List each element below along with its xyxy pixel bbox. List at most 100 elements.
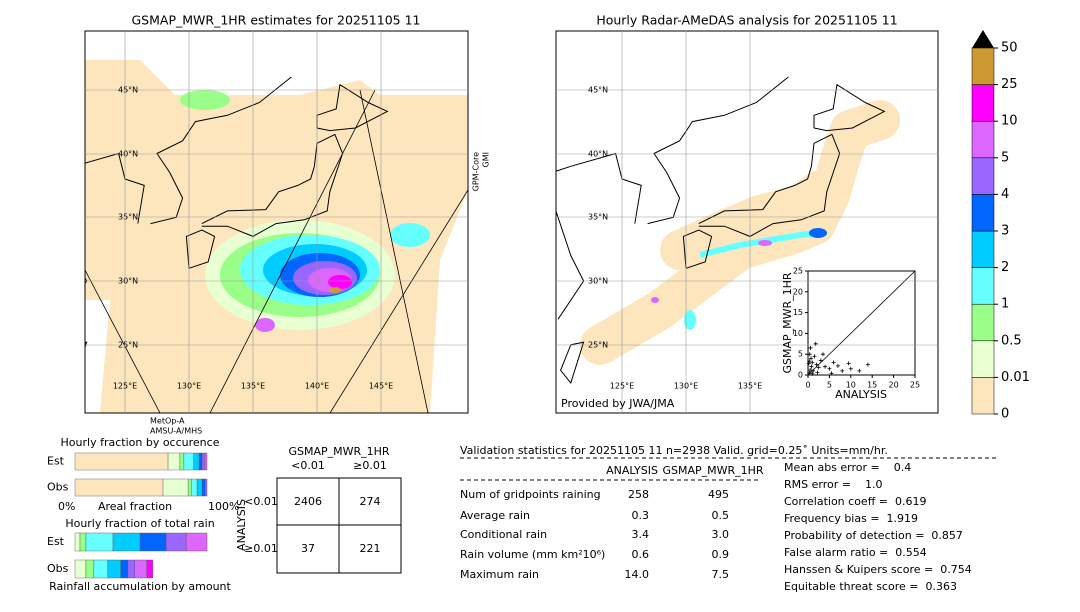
stats-header: Validation statistics for 20251105 11 n=…	[460, 444, 888, 457]
fraction-segment	[74, 478, 164, 497]
fraction-segment	[201, 452, 206, 471]
fraction-segment	[162, 478, 189, 497]
lat-label: 30°N	[118, 277, 138, 286]
x-tick-label: 25	[910, 381, 920, 390]
sensor-label: GMI	[482, 152, 491, 167]
panel-title: Hourly fraction of total rain	[65, 517, 214, 530]
scatter-point	[816, 365, 821, 370]
scatter-point	[806, 361, 811, 366]
fraction-segment	[183, 452, 194, 471]
right-map-frame	[555, 30, 939, 414]
colorbar-label: 3	[1001, 224, 1009, 239]
one-to-one-line	[807, 270, 916, 376]
x-tick-label: 15	[867, 381, 877, 390]
col-header: ANALYSIS	[606, 464, 658, 477]
y-tick-label: 25	[793, 267, 803, 276]
lat-label: 35°N	[118, 213, 138, 222]
colorbar-segment	[971, 120, 995, 159]
sensor-label: AMSU-A/MHS	[150, 427, 202, 436]
colorbar-label: 0	[1001, 407, 1009, 422]
colorbar-label: 2	[1001, 260, 1009, 275]
axis-label: 0%	[58, 500, 75, 513]
scatter-point	[807, 370, 812, 375]
axis-label: Areal fraction	[98, 500, 172, 513]
fraction-segment	[190, 478, 198, 497]
colorbar-label: 0.5	[1001, 333, 1022, 348]
lat-label: 40°N	[588, 150, 608, 159]
row-label: Est	[47, 455, 65, 468]
stat-value: 0.3	[632, 509, 650, 522]
lat-label: 45°N	[588, 86, 608, 95]
colorbar-segment	[971, 303, 995, 342]
colorbar-label: 1	[1001, 297, 1009, 312]
score: Frequency bias = 1.919	[784, 512, 918, 525]
fraction-segment	[93, 559, 109, 579]
lon-label: 135°E	[738, 382, 762, 391]
stat-value: 14.0	[625, 568, 650, 581]
score: Mean abs error = 0.4	[784, 461, 911, 474]
x-tick-label: 5	[827, 381, 832, 390]
row-label: Est	[47, 535, 65, 548]
cell: 37	[301, 542, 315, 555]
stat-value: 0.6	[632, 548, 650, 561]
colorbar-label: 0.01	[1001, 370, 1030, 385]
scatter-point	[820, 352, 825, 357]
y-tick-label: 10	[793, 329, 803, 338]
stat-value: 495	[708, 488, 729, 501]
colorbar-segment	[971, 267, 995, 305]
cell: 221	[360, 542, 381, 555]
fraction-segment	[107, 559, 122, 579]
row-label: Average rain	[460, 509, 530, 522]
colorbar-segment	[971, 340, 995, 378]
col-label: ≥0.01	[353, 459, 387, 472]
row-axis-label: ANALYSIS	[235, 499, 248, 551]
left-map-field	[85, 31, 468, 413]
scatter-point	[846, 361, 851, 366]
stat-value: 0.5	[712, 509, 730, 522]
fraction-segment	[120, 559, 129, 579]
y-axis-label: GSMAP_MWR_1HR	[781, 272, 794, 373]
stat-value: 7.5	[712, 568, 730, 581]
scatter-point	[810, 360, 815, 365]
x-axis-label: ANALYSIS	[835, 388, 887, 401]
scatter-point	[823, 364, 828, 369]
fraction-segment	[74, 452, 169, 471]
fraction-segment	[85, 532, 114, 552]
row-label: Maximum rain	[460, 568, 539, 581]
scatter-point	[808, 356, 813, 361]
colorbar-segment	[971, 47, 995, 85]
fraction-segment	[79, 532, 87, 552]
map-title: Hourly Radar-AMeDAS analysis for 2025110…	[596, 13, 897, 28]
stat-value: 3.0	[712, 528, 730, 541]
row-label: Conditional rain	[460, 528, 547, 541]
colorbar-label: 10	[1001, 114, 1018, 129]
lon-label: 130°E	[177, 382, 201, 391]
fraction-segment	[165, 532, 187, 552]
scatter-point	[835, 363, 840, 368]
lon-label: 140°E	[305, 382, 329, 391]
lat-label: 45°N	[118, 86, 138, 95]
scatter-point	[813, 341, 818, 346]
x-tick-label: 0	[805, 381, 810, 390]
lon-label: 125°E	[610, 382, 634, 391]
score: Correlation coeff = 0.619	[784, 495, 926, 508]
col-header: GSMAP_MWR_1HR	[662, 464, 763, 477]
fraction-segment	[74, 559, 87, 579]
scatter-point	[815, 370, 820, 375]
lat-label: 25°N	[588, 341, 608, 350]
score: RMS error = 1.0	[784, 478, 882, 491]
colorbar-segment	[971, 230, 995, 268]
lon-label: 130°E	[674, 382, 698, 391]
fraction-segment	[127, 559, 135, 579]
y-tick-label: 5	[798, 350, 803, 359]
credit: Provided by JWA/JMA	[561, 397, 675, 410]
fraction-segment	[185, 532, 208, 552]
lat-label: 30°N	[588, 277, 608, 286]
fraction-segment	[146, 559, 153, 579]
panel-title: Hourly fraction by occurence	[61, 436, 220, 449]
scatter-point	[811, 368, 816, 373]
lat-label: 25°N	[118, 341, 138, 350]
fraction-segment	[167, 452, 181, 471]
fraction-segment	[112, 532, 141, 552]
left-map-frame	[84, 30, 469, 414]
